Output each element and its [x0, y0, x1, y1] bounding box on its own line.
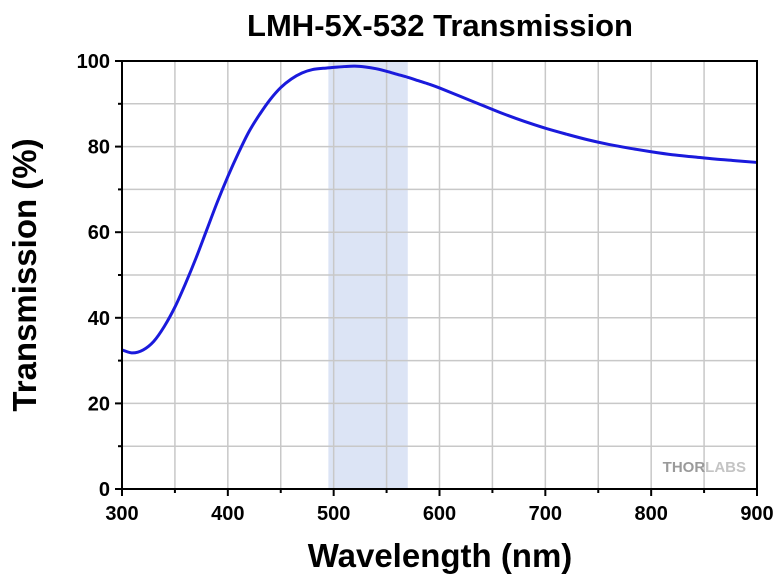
y-tick-label: 80 [88, 137, 110, 159]
x-tick-label: 400 [211, 503, 244, 525]
x-tick-label: 900 [740, 503, 773, 525]
minor-ticks [115, 60, 758, 496]
y-tick-label: 20 [88, 393, 110, 415]
x-tick-label: 500 [317, 503, 350, 525]
series-line-transmission [121, 64, 758, 355]
x-axis-label: Wavelength (nm) [308, 537, 573, 574]
y-axis-label: Transmission (%) [6, 138, 43, 411]
x-tick-labels: 300 400 500 600 700 800 900 [105, 503, 773, 525]
y-tick-label: 40 [88, 308, 110, 330]
y-tick-label: 60 [88, 222, 110, 244]
x-tick-label: 700 [529, 503, 562, 525]
y-tick-label: 100 [77, 51, 110, 73]
y-tick-labels: 0 20 40 60 80 100 [77, 51, 110, 501]
x-tick-label: 600 [423, 503, 456, 525]
watermark-part1: THOR [663, 459, 706, 476]
y-tick-label: 0 [99, 479, 110, 501]
x-tick-label: 300 [105, 503, 138, 525]
watermark-part2: LABS [705, 459, 746, 476]
x-tick-label: 800 [634, 503, 667, 525]
thorlabs-watermark: THORLABS [663, 459, 746, 476]
plot-frame [121, 60, 758, 490]
chart-title: LMH-5X-532 Transmission [247, 8, 633, 43]
gridlines [122, 61, 757, 489]
